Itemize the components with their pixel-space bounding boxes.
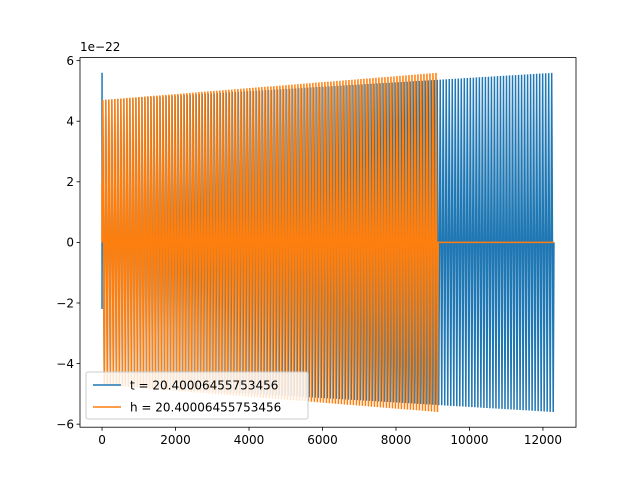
legend-label-t: t = 20.40006455753456 xyxy=(130,379,278,393)
x-tick-label: 4000 xyxy=(234,433,265,447)
y-offset-text: 1e−22 xyxy=(80,40,120,54)
y-tick-label: −4 xyxy=(56,357,74,371)
legend-label-h: h = 20.40006455753456 xyxy=(130,401,281,415)
x-axis: 0 2000 4000 6000 8000 10000 12000 xyxy=(98,427,562,447)
x-tick-label: 12000 xyxy=(524,433,562,447)
legend: t = 20.40006455753456 h = 20.40006455753… xyxy=(85,371,309,420)
x-tick-label: 6000 xyxy=(307,433,338,447)
x-tick-label: 10000 xyxy=(450,433,488,447)
y-tick-label: 0 xyxy=(66,236,74,250)
x-tick-label: 0 xyxy=(98,433,106,447)
y-axis: −6 −4 −2 0 2 4 6 xyxy=(56,54,80,431)
y-tick-label: −6 xyxy=(56,417,74,431)
y-tick-label: 4 xyxy=(66,115,74,129)
y-tick-label: 6 xyxy=(66,54,74,68)
x-tick-label: 8000 xyxy=(381,433,412,447)
series-line-h xyxy=(101,72,554,412)
x-tick-label: 2000 xyxy=(160,433,191,447)
y-tick-label: −2 xyxy=(56,296,74,310)
y-tick-label: 2 xyxy=(66,175,74,189)
legend-box xyxy=(85,371,309,420)
series-layer xyxy=(101,72,555,413)
